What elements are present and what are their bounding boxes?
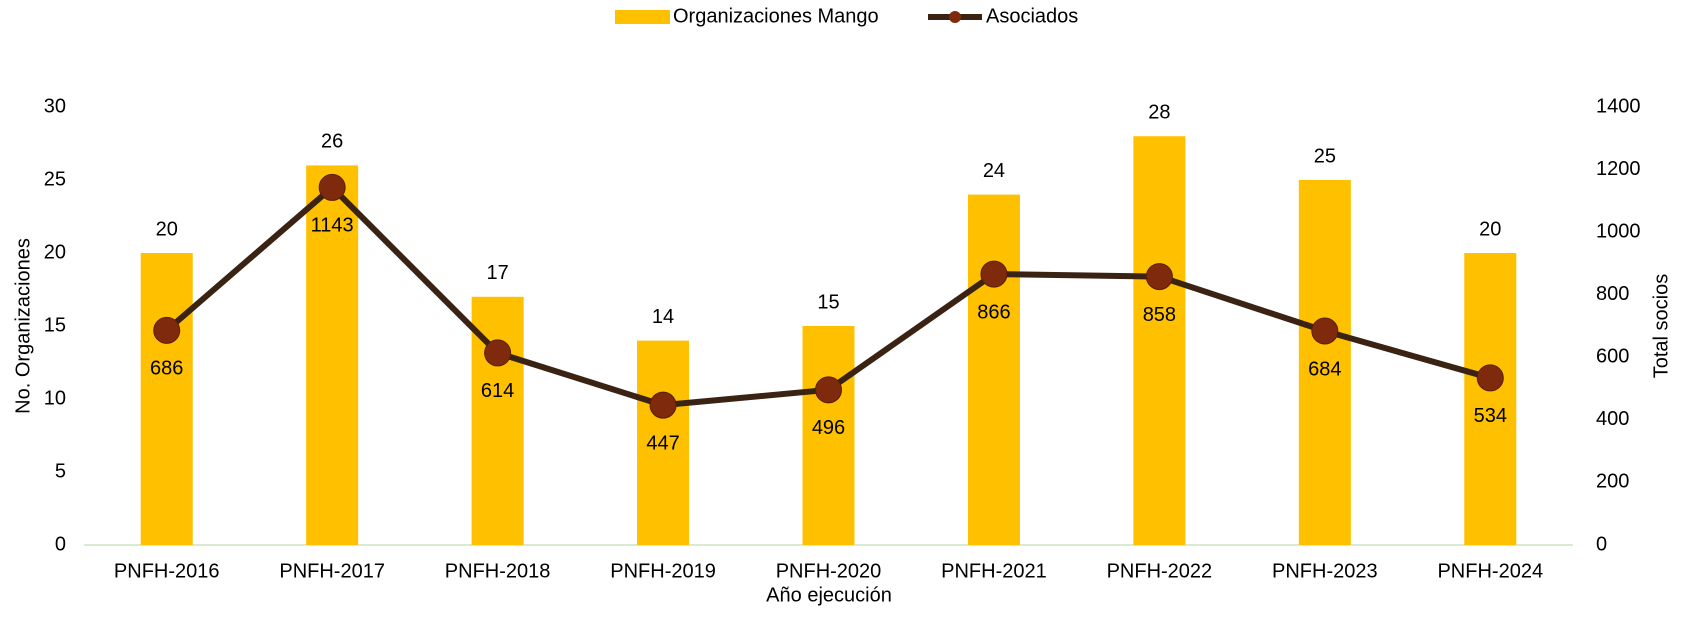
legend-label: Asociados — [986, 5, 1078, 27]
line-value-label: 614 — [481, 380, 514, 402]
y-tick-label: 0 — [55, 533, 66, 555]
line-marker — [649, 391, 677, 419]
legend-marker — [949, 11, 961, 23]
bar-value-label: 24 — [983, 160, 1005, 182]
x-tick-label: PNFH-2024 — [1437, 560, 1543, 582]
bar — [306, 165, 359, 545]
bar-value-label: 15 — [817, 291, 839, 313]
y-tick-label: 5 — [55, 460, 66, 482]
line-value-label: 866 — [977, 301, 1010, 323]
line-marker — [484, 339, 512, 367]
bar — [637, 340, 690, 545]
x-tick-label: PNFH-2016 — [114, 560, 220, 582]
bar — [1464, 253, 1517, 545]
x-tick-label: PNFH-2021 — [941, 560, 1047, 582]
line-marker — [1476, 364, 1504, 392]
y2-tick-label: 800 — [1596, 283, 1629, 305]
line-value-label: 496 — [812, 417, 845, 439]
bar — [1133, 136, 1186, 545]
bar-value-label: 26 — [321, 131, 343, 153]
line-value-label: 858 — [1143, 304, 1176, 326]
bar-value-label: 20 — [156, 218, 178, 240]
line-marker — [153, 316, 181, 344]
y-tick-label: 10 — [44, 387, 66, 409]
line-value-label: 686 — [150, 358, 183, 380]
bar-value-label: 28 — [1148, 101, 1170, 123]
y2-tick-label: 600 — [1596, 346, 1629, 368]
line-value-label: 1143 — [311, 215, 354, 237]
y-tick-label: 15 — [44, 314, 66, 336]
x-tick-label: PNFH-2022 — [1107, 560, 1213, 582]
y2-tick-label: 1200 — [1596, 158, 1641, 180]
x-tick-label: PNFH-2019 — [610, 560, 716, 582]
line-value-label: 684 — [1308, 358, 1341, 380]
line-marker — [1145, 263, 1173, 291]
y2-tick-label: 1000 — [1596, 220, 1641, 242]
line-marker — [318, 173, 346, 201]
y-tick-label: 20 — [44, 241, 66, 263]
line-marker — [815, 376, 842, 404]
legend-swatch — [615, 10, 670, 24]
x-tick-label: PNFH-2023 — [1272, 560, 1378, 582]
y2-tick-label: 200 — [1596, 471, 1629, 493]
y-tick-label: 25 — [44, 168, 66, 190]
bar-value-label: 17 — [486, 262, 508, 284]
bar — [1298, 180, 1351, 545]
y2-tick-label: 0 — [1596, 533, 1607, 555]
y-axis-title: No. Organizaciones — [12, 238, 34, 414]
legend-label: Organizaciones Mango — [673, 5, 879, 27]
y2-axis-title: Total socios — [1650, 274, 1672, 379]
bar-value-label: 25 — [1314, 145, 1336, 167]
bar — [802, 326, 855, 545]
bar-value-label: 14 — [652, 306, 674, 328]
bar-value-label: 20 — [1479, 218, 1501, 240]
line-marker — [1311, 317, 1339, 345]
line-value-label: 534 — [1474, 405, 1507, 427]
x-tick-label: PNFH-2020 — [776, 560, 882, 582]
line-marker — [980, 260, 1008, 288]
x-axis-title: Año ejecución — [766, 584, 892, 606]
y2-tick-label: 400 — [1596, 408, 1629, 430]
y-tick-label: 30 — [44, 95, 66, 117]
y2-tick-label: 1400 — [1596, 95, 1641, 117]
x-tick-label: PNFH-2018 — [445, 560, 551, 582]
line-value-label: 447 — [646, 432, 679, 454]
x-tick-label: PNFH-2017 — [279, 560, 385, 582]
bar — [140, 253, 193, 545]
bar — [967, 194, 1020, 545]
